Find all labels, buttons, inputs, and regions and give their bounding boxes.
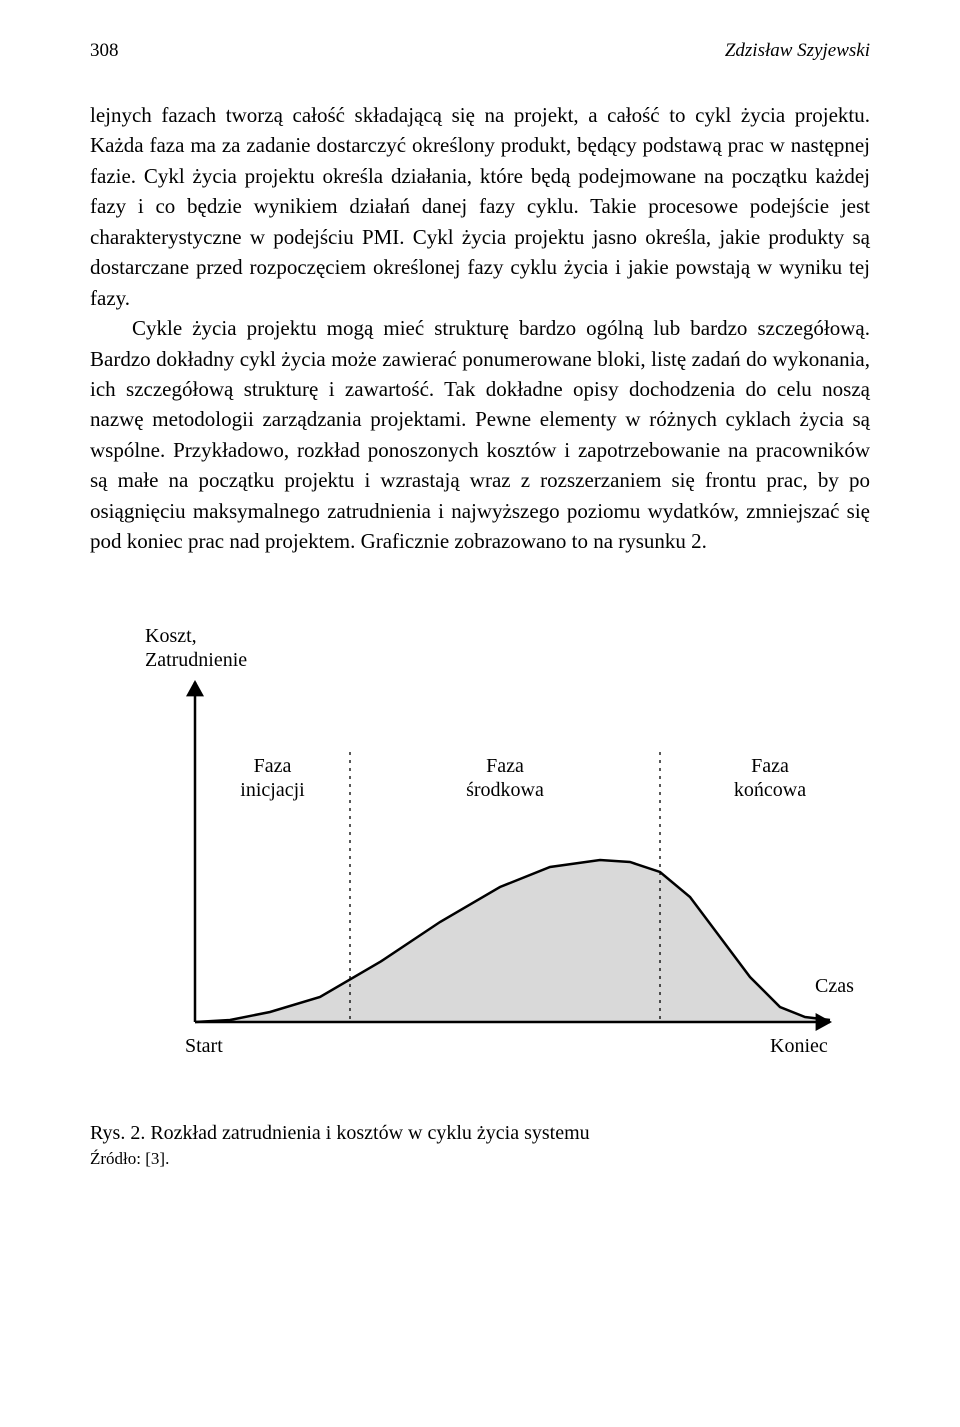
- svg-text:końcowa: końcowa: [734, 779, 806, 801]
- paragraph-1: lejnych fazach tworzą całość składającą …: [90, 100, 870, 313]
- svg-text:Faza: Faza: [254, 755, 292, 777]
- body-text: lejnych fazach tworzą całość składającą …: [90, 100, 870, 557]
- svg-text:Koszt,: Koszt,: [145, 625, 197, 647]
- svg-text:Koniec: Koniec: [770, 1035, 828, 1057]
- page: 308 Zdzisław Szyjewski lejnych fazach tw…: [0, 0, 960, 1229]
- svg-text:Start: Start: [185, 1035, 223, 1057]
- svg-text:Czas: Czas: [815, 975, 854, 997]
- figure-caption: Rys. 2. Rozkład zatrudnienia i kosztów w…: [90, 1122, 870, 1145]
- figure-source: Źródło: [3].: [90, 1149, 870, 1169]
- paragraph-2: Cykle życia projektu mogą mieć strukturę…: [90, 313, 870, 557]
- svg-text:Faza: Faza: [486, 755, 524, 777]
- svg-text:Faza: Faza: [751, 755, 789, 777]
- running-head: 308 Zdzisław Szyjewski: [90, 40, 870, 62]
- svg-text:środkowa: środkowa: [466, 779, 544, 801]
- running-author: Zdzisław Szyjewski: [725, 40, 870, 62]
- page-number: 308: [90, 40, 119, 62]
- figure-svg: Koszt,ZatrudnienieFazainicjacjiFazaśrodk…: [90, 612, 870, 1082]
- svg-text:Zatrudnienie: Zatrudnienie: [145, 649, 247, 671]
- figure-lifecycle-cost: Koszt,ZatrudnienieFazainicjacjiFazaśrodk…: [90, 612, 870, 1082]
- svg-text:inicjacji: inicjacji: [240, 779, 305, 801]
